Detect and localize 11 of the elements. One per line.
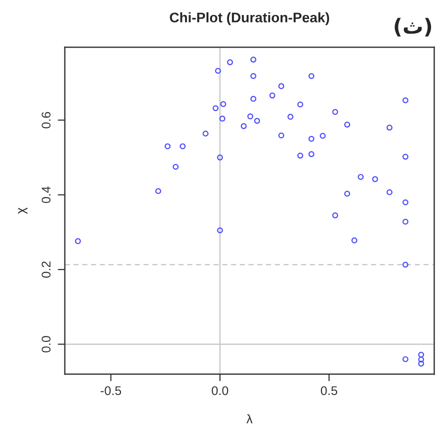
x-tick-label: 0.0 [212, 386, 228, 396]
text: (ث) [394, 18, 432, 36]
x-tick-label: 0.5 [320, 386, 338, 396]
y-tick-label: 0.6 [42, 112, 51, 128]
y-axis-title: χ [18, 208, 28, 214]
x-tick-label: -0.5 [100, 386, 122, 396]
y-tick-label: 0.0 [42, 336, 51, 352]
x-axis-title: λ [246, 414, 253, 424]
y-tick-label: 0.2 [42, 261, 51, 278]
y-tick-label: 0.4 [42, 186, 51, 204]
chart-title: Chi-Plot (Duration-Peak) [170, 12, 330, 26]
